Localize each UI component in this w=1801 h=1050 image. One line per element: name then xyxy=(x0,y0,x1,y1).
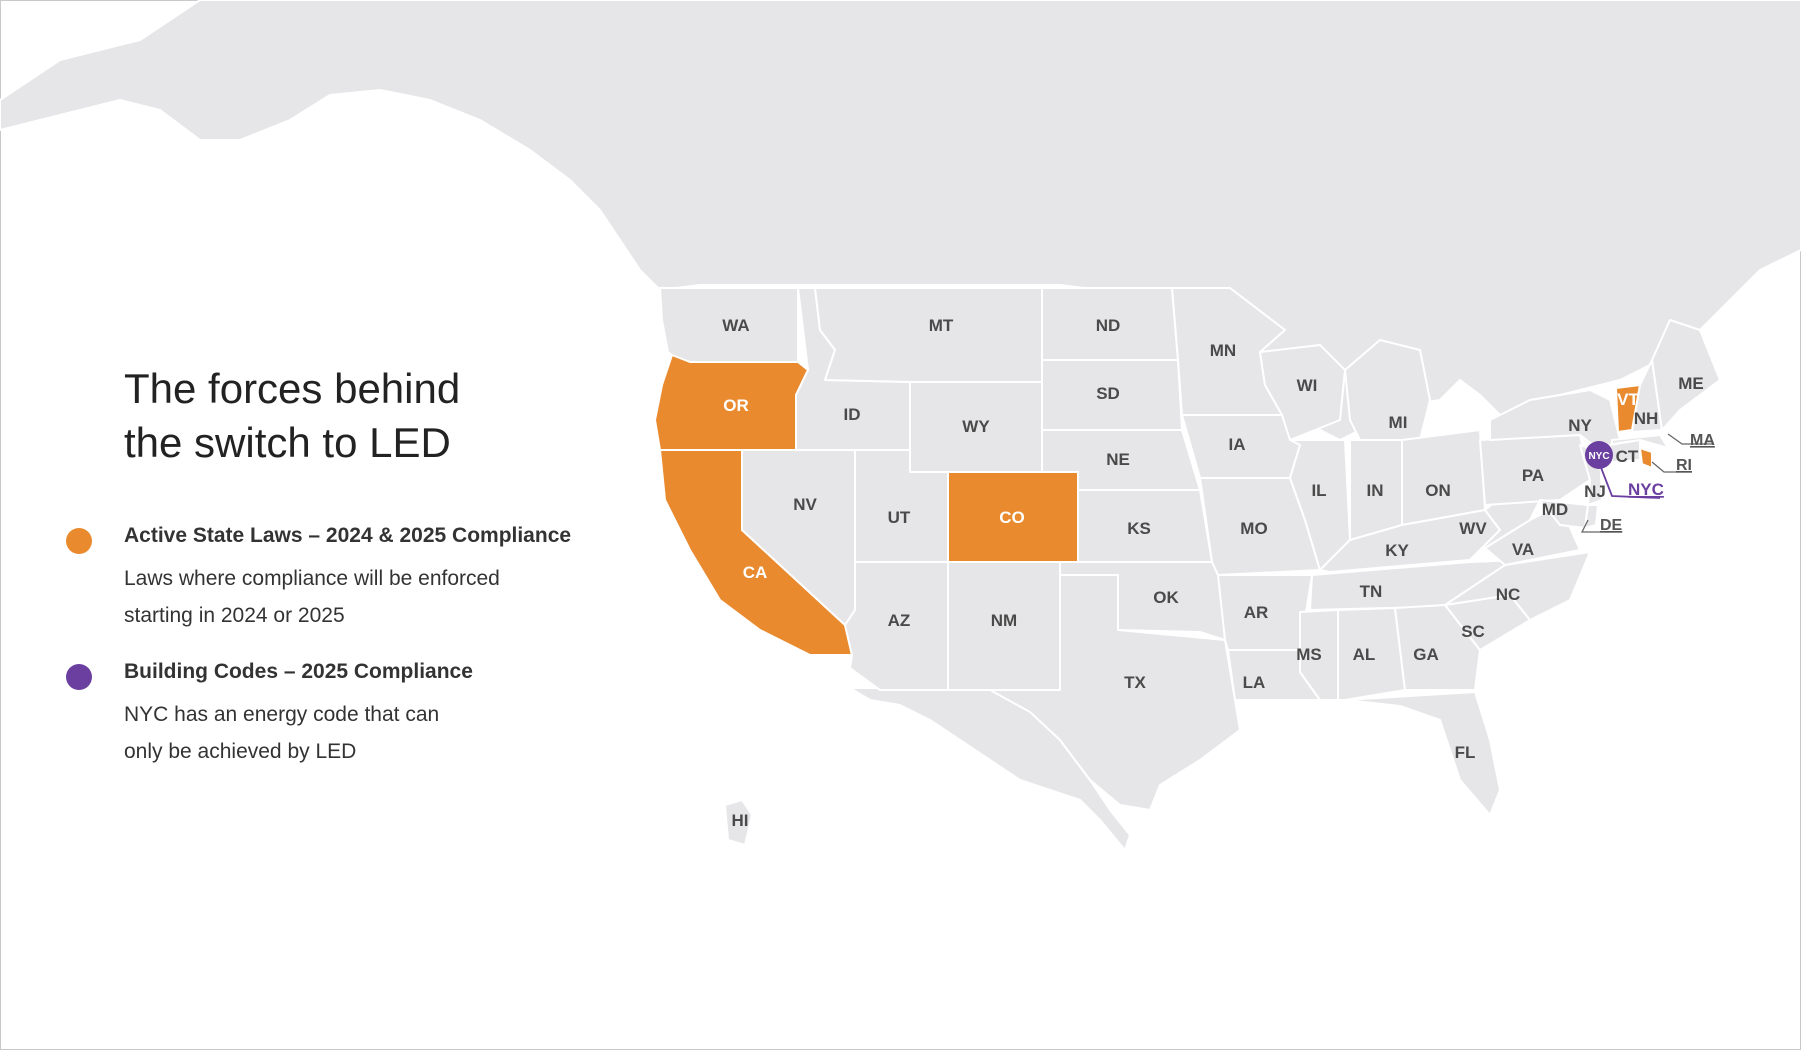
label-va: VA xyxy=(1512,540,1534,559)
label-wa: WA xyxy=(722,316,749,335)
label-id: ID xyxy=(844,405,861,424)
label-co: CO xyxy=(999,508,1025,527)
state-me[interactable] xyxy=(1651,319,1721,431)
label-wi: WI xyxy=(1297,376,1318,395)
state-ms[interactable] xyxy=(1299,609,1339,701)
label-nv: NV xyxy=(793,495,817,514)
leader-ri xyxy=(1651,461,1692,473)
label-ga: GA xyxy=(1413,645,1439,664)
label-me: ME xyxy=(1678,374,1704,393)
label-vt: VT xyxy=(1617,390,1639,409)
label-ky: KY xyxy=(1385,541,1409,560)
label-ri: RI xyxy=(1676,457,1692,474)
legend-desc-line-1: Laws where compliance will be enforced xyxy=(124,567,500,590)
title-line-2: the switch to LED xyxy=(124,419,451,466)
legend-description: NYC has an energy code that can only be … xyxy=(124,696,594,770)
label-ms: MS xyxy=(1296,645,1322,664)
legend-description: Laws where compliance will be enforced s… xyxy=(124,560,594,634)
label-sc: SC xyxy=(1461,622,1485,641)
legend-item-building-codes: Building Codes – 2025 Compliance NYC has… xyxy=(66,660,666,770)
label-nj: NJ xyxy=(1584,482,1606,501)
label-fl: FL xyxy=(1455,743,1476,762)
state-hi[interactable] xyxy=(724,799,753,846)
leader-de xyxy=(1580,519,1622,533)
label-ct: CT xyxy=(1616,447,1639,466)
label-pa: PA xyxy=(1522,466,1544,485)
label-ca: CA xyxy=(743,563,768,582)
label-wv: WV xyxy=(1459,519,1487,538)
state-nc[interactable] xyxy=(1444,551,1591,621)
label-in: IN xyxy=(1367,481,1384,500)
state-ga[interactable] xyxy=(1394,604,1481,691)
state-mi[interactable] xyxy=(1344,339,1431,441)
legend-item-active-state-laws: Active State Laws – 2024 & 2025 Complian… xyxy=(66,524,666,634)
label-ut: UT xyxy=(888,508,911,527)
legend-desc-line-2: only be achieved by LED xyxy=(124,740,357,763)
state-il[interactable] xyxy=(1289,439,1351,571)
label-al: AL xyxy=(1353,645,1376,664)
state-mt[interactable] xyxy=(814,287,1043,383)
label-mn: MN xyxy=(1210,341,1236,360)
label-nh: NH xyxy=(1634,409,1659,428)
label-az: AZ xyxy=(888,611,911,630)
nyc-dot-label: NYC xyxy=(1588,451,1609,462)
label-la: LA xyxy=(1243,673,1266,692)
title-line-1: The forces behind xyxy=(124,365,461,412)
leader-labels: MA RI DE xyxy=(1580,432,1715,534)
legend-heading: Building Codes – 2025 Compliance xyxy=(124,660,473,683)
label-mo: MO xyxy=(1240,519,1267,538)
label-mt: MT xyxy=(929,316,954,335)
legend-heading: Active State Laws – 2024 & 2025 Complian… xyxy=(124,524,572,547)
label-tn: TN xyxy=(1360,582,1383,601)
nyc-label: NYC xyxy=(1628,480,1664,499)
label-sd: SD xyxy=(1096,384,1120,403)
legend-dot-orange-icon xyxy=(66,528,92,554)
label-or: OR xyxy=(723,396,749,415)
label-ny: NY xyxy=(1568,416,1592,435)
state-fl[interactable] xyxy=(1344,691,1501,816)
state-tx[interactable] xyxy=(989,574,1241,811)
state-oh[interactable] xyxy=(1401,429,1486,526)
label-nd: ND xyxy=(1096,316,1121,335)
nyc-dot xyxy=(1585,441,1613,469)
state-ri[interactable] xyxy=(1639,447,1653,469)
label-ks: KS xyxy=(1127,519,1151,538)
label-nc: NC xyxy=(1496,585,1521,604)
label-md: MD xyxy=(1542,500,1568,519)
label-hi: HI xyxy=(732,811,749,830)
label-il: IL xyxy=(1311,481,1326,500)
label-ma: MA xyxy=(1690,432,1715,449)
state-wi[interactable] xyxy=(1259,344,1346,441)
label-nm: NM xyxy=(991,611,1017,630)
leader-ma xyxy=(1667,433,1712,445)
label-ia: IA xyxy=(1229,435,1246,454)
state-al[interactable] xyxy=(1337,607,1406,701)
state-de[interactable] xyxy=(1584,504,1599,529)
label-mi: MI xyxy=(1389,413,1408,432)
page-title: The forces behind the switch to LED xyxy=(124,362,644,470)
legend-desc-line-2: starting in 2024 or 2025 xyxy=(124,604,345,627)
label-tx: TX xyxy=(1124,673,1146,692)
nyc-marker[interactable]: NYC NYC xyxy=(1585,441,1664,499)
label-ar: AR xyxy=(1244,603,1269,622)
state-ma[interactable] xyxy=(1611,434,1669,449)
states-layer xyxy=(654,287,1721,846)
label-de: DE xyxy=(1600,517,1623,534)
label-ok: OK xyxy=(1153,588,1179,607)
label-on: ON xyxy=(1425,481,1451,500)
label-ne: NE xyxy=(1106,450,1130,469)
legend-dot-purple-icon xyxy=(66,664,92,690)
legend-desc-line-1: NYC has an energy code that can xyxy=(124,703,440,726)
state-labels: WA OR CA ID NV MT WY UT CO AZ NM ND SD N… xyxy=(722,316,1703,830)
label-wy: WY xyxy=(962,417,990,436)
nyc-leader xyxy=(1599,464,1661,499)
